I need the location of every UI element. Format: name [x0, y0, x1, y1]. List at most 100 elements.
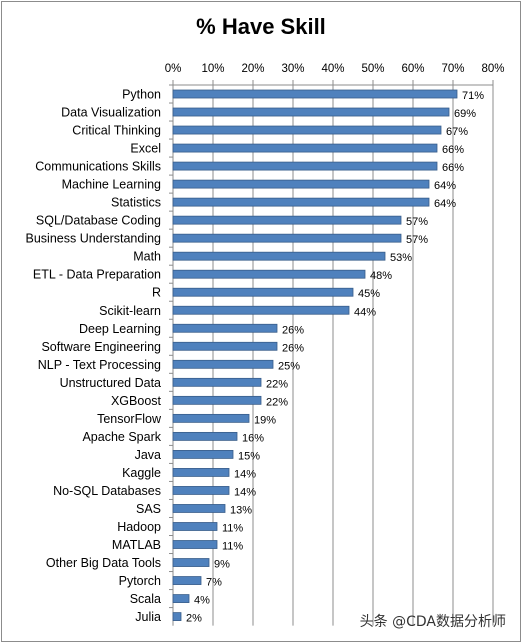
- bar: [172, 233, 402, 243]
- data-label: 64%: [434, 198, 456, 210]
- bar: [172, 179, 430, 189]
- x-tick-label: 40%: [321, 63, 344, 75]
- bar: [172, 594, 190, 603]
- data-label: 9%: [214, 559, 230, 571]
- category-label: ETL - Data Preparation: [33, 268, 161, 282]
- bar: [172, 576, 202, 585]
- data-label: 48%: [370, 270, 392, 282]
- bar: [172, 161, 438, 171]
- bar: [172, 431, 238, 441]
- category-label: Software Engineering: [41, 340, 161, 354]
- data-label: 2%: [186, 613, 202, 625]
- data-label: 13%: [230, 504, 252, 516]
- data-label: 16%: [242, 432, 264, 444]
- category-label: TensorFlow: [97, 412, 162, 426]
- bar: [172, 540, 218, 549]
- data-label: 44%: [354, 306, 376, 318]
- data-label: 4%: [194, 595, 210, 607]
- bar: [172, 215, 402, 225]
- category-label: Math: [133, 250, 161, 264]
- bar: [172, 450, 234, 459]
- bar: [172, 323, 278, 333]
- data-label: 26%: [282, 342, 304, 354]
- bar: [172, 287, 354, 297]
- chart-title: % Have Skill: [196, 14, 326, 39]
- x-tick-label: 60%: [401, 63, 424, 75]
- category-label: Machine Learning: [62, 178, 161, 192]
- bar: [172, 395, 262, 405]
- category-label: SAS: [136, 502, 161, 516]
- category-label: Other Big Data Tools: [46, 556, 161, 570]
- bar: [172, 558, 210, 567]
- data-label: 11%: [222, 541, 243, 553]
- x-tick-label: 70%: [441, 63, 464, 75]
- category-label: Data Visualization: [61, 106, 161, 120]
- bar: [172, 341, 278, 351]
- bar: [172, 251, 386, 261]
- category-label: Apache Spark: [82, 430, 161, 444]
- watermark-text: 头条 @CDA数据分析师: [359, 614, 506, 630]
- data-label: 22%: [266, 378, 288, 390]
- bar: [172, 468, 230, 477]
- category-label: MATLAB: [112, 538, 161, 552]
- data-label: 67%: [446, 126, 468, 138]
- bar: [172, 504, 226, 513]
- category-label: Business Understanding: [26, 232, 162, 246]
- category-label: XGBoost: [111, 394, 162, 408]
- data-label: 26%: [282, 324, 304, 336]
- bar: [172, 612, 182, 621]
- category-label: NLP - Text Processing: [38, 358, 161, 372]
- category-label: SQL/Database Coding: [36, 214, 161, 228]
- x-tick-label: 10%: [201, 63, 224, 75]
- category-label: No-SQL Databases: [53, 484, 161, 498]
- bar: [172, 197, 430, 207]
- data-label: 7%: [206, 577, 222, 589]
- category-label: Statistics: [111, 196, 161, 210]
- data-label: 15%: [238, 450, 260, 462]
- x-tick-label: 0%: [165, 63, 182, 75]
- data-label: 14%: [234, 468, 256, 480]
- data-label: 57%: [406, 216, 428, 228]
- category-label: Deep Learning: [79, 322, 161, 336]
- x-tick-label: 30%: [281, 63, 304, 75]
- bar: [172, 89, 458, 99]
- category-label: Python: [122, 88, 161, 102]
- bar: [172, 377, 262, 387]
- category-label: Unstructured Data: [60, 376, 161, 390]
- data-label: 64%: [434, 180, 456, 192]
- data-label: 57%: [406, 234, 428, 246]
- data-label: 66%: [442, 162, 464, 174]
- data-label: 11%: [222, 522, 243, 534]
- bar: [172, 305, 350, 315]
- x-tick-label: 80%: [481, 63, 504, 75]
- x-tick-label: 20%: [241, 63, 264, 75]
- data-label: 66%: [442, 144, 464, 156]
- category-label: Scala: [130, 592, 161, 606]
- data-label: 14%: [234, 486, 256, 498]
- data-label: 45%: [358, 288, 380, 300]
- bar: [172, 107, 450, 117]
- data-label: 69%: [454, 108, 476, 120]
- bar: [172, 143, 438, 153]
- category-label: R: [152, 286, 161, 300]
- bar: [172, 125, 442, 135]
- x-tick-label: 50%: [361, 63, 384, 75]
- category-label: Pytorch: [119, 574, 161, 588]
- data-label: 71%: [462, 90, 484, 102]
- category-label: Scikit-learn: [99, 304, 161, 318]
- bar: [172, 359, 274, 369]
- data-label: 53%: [390, 252, 412, 264]
- category-label: Java: [135, 448, 161, 462]
- category-label: Communications Skills: [35, 160, 161, 174]
- bar: [172, 269, 366, 279]
- category-label: Kaggle: [122, 466, 161, 480]
- bar: [172, 486, 230, 495]
- data-label: 22%: [266, 396, 288, 408]
- category-label: Critical Thinking: [72, 124, 161, 138]
- bar: [172, 522, 218, 531]
- category-label: Julia: [135, 610, 161, 624]
- data-label: 25%: [278, 360, 300, 372]
- data-label: 19%: [254, 414, 276, 426]
